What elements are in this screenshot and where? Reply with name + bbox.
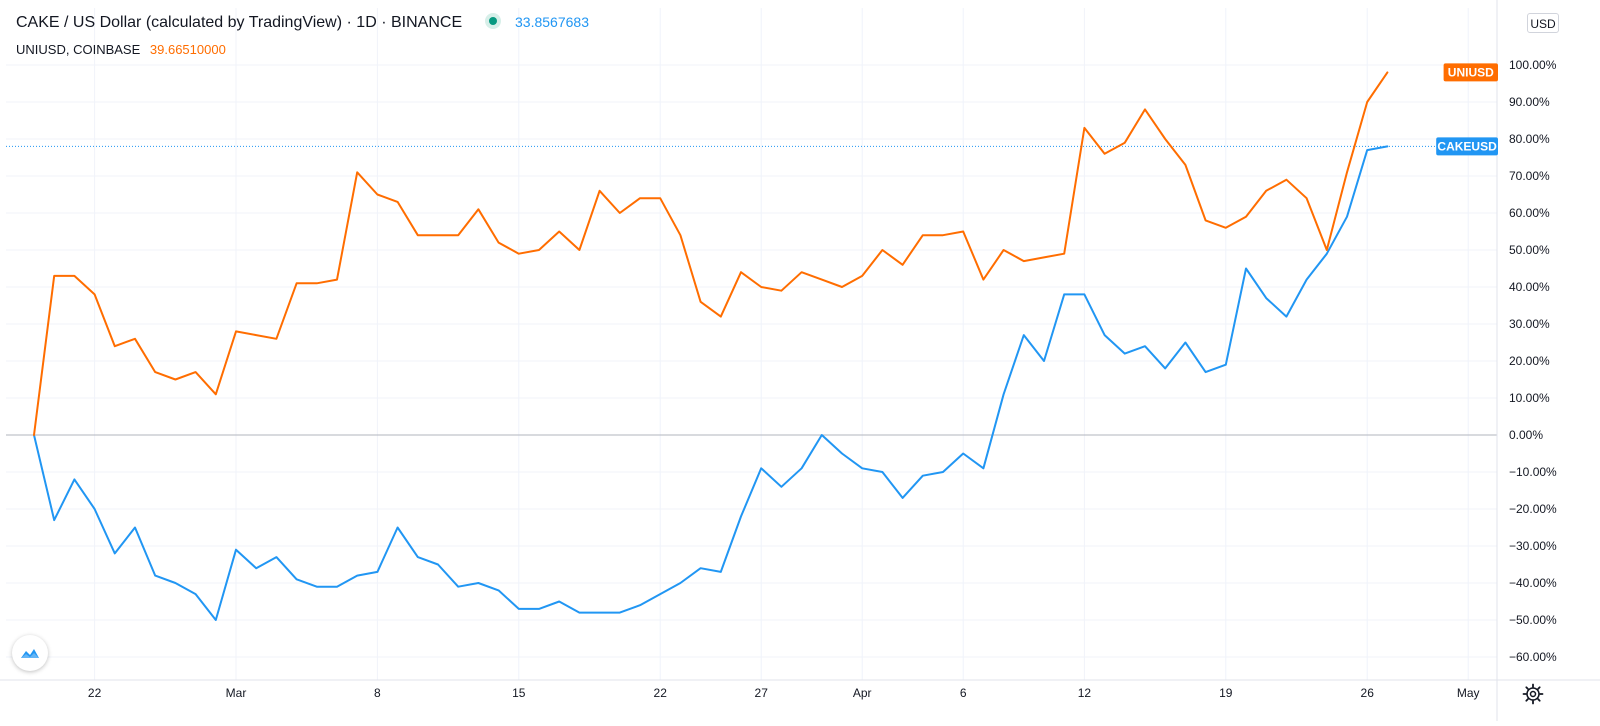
y-tick-label: 70.00% (1509, 169, 1550, 183)
x-tick-label: Mar (226, 686, 247, 700)
x-tick-label: 27 (755, 686, 769, 700)
y-tick-label: 0.00% (1509, 428, 1543, 442)
x-tick-label: 15 (512, 686, 526, 700)
x-axis[interactable]: 22 Mar 8 15 22 27 Apr 6 12 19 26 May (0, 679, 1600, 700)
x-tick-label: 22 (88, 686, 102, 700)
y-tick-label: 100.00% (1509, 58, 1557, 72)
series-line-cakeusd[interactable] (33, 145, 1389, 621)
x-tick-label: May (1457, 686, 1480, 700)
legend-main-value: 33.8567683 (515, 14, 589, 30)
x-tick-label: 12 (1078, 686, 1092, 700)
legend-interval: 1D (356, 14, 377, 31)
legend-compare-exchange: COINBASE (73, 42, 141, 57)
y-tick-label: −60.00% (1509, 650, 1557, 664)
y-axis[interactable]: −60.00% −50.00% −40.00% −30.00% −20.00% −10.0… (1496, 0, 1557, 721)
grid-lines (6, 8, 1497, 680)
legend-title: CAKE / US Dollar (calculated by TradingV… (16, 14, 343, 31)
series-tag-label: UNIUSD (1448, 65, 1494, 79)
series-last-value-tags: CAKEUSD UNIUSD (1436, 63, 1498, 156)
y-tick-label: 90.00% (1509, 95, 1550, 109)
main-series-legend[interactable]: CAKE / US Dollar (calculated by TradingV… (16, 14, 589, 31)
x-tick-label: 8 (374, 686, 381, 700)
compare-series-legend[interactable]: UNIUSD, COINBASE 39.66510000 (16, 42, 226, 57)
y-tick-label: 60.00% (1509, 206, 1550, 220)
y-tick-label: 30.00% (1509, 317, 1550, 331)
market-status-dot-icon (488, 16, 497, 25)
y-tick-label: −10.00% (1509, 465, 1557, 479)
x-tick-label: 26 (1361, 686, 1375, 700)
series-tag-label: CAKEUSD (1437, 139, 1497, 153)
series-tag-cakeusd (1436, 137, 1498, 156)
x-tick-label: 6 (960, 686, 967, 700)
series-line-uniusd[interactable] (33, 71, 1389, 436)
x-tick-label: 22 (654, 686, 668, 700)
legend-compare-symbol: UNIUSD (16, 42, 66, 57)
y-tick-label: −30.00% (1509, 539, 1557, 553)
series-tag-uniusd (1443, 63, 1498, 82)
gear-icon[interactable] (1522, 683, 1544, 705)
y-tick-label: −40.00% (1509, 576, 1557, 590)
tradingview-logo-icon[interactable] (12, 635, 48, 671)
x-tick-label: Apr (853, 686, 872, 700)
y-tick-label: −20.00% (1509, 502, 1557, 516)
currency-button[interactable]: USD (1527, 13, 1559, 33)
y-tick-label: 40.00% (1509, 280, 1550, 294)
y-tick-label: 80.00% (1509, 132, 1550, 146)
y-tick-label: 50.00% (1509, 243, 1550, 257)
series-lines (33, 71, 1389, 621)
y-tick-label: 10.00% (1509, 391, 1550, 405)
legend-exchange: BINANCE (390, 14, 463, 31)
legend-compare-value: 39.66510000 (149, 42, 226, 57)
y-tick-label: 20.00% (1509, 354, 1550, 368)
y-tick-label: −50.00% (1509, 613, 1557, 627)
x-tick-label: 19 (1219, 686, 1233, 700)
